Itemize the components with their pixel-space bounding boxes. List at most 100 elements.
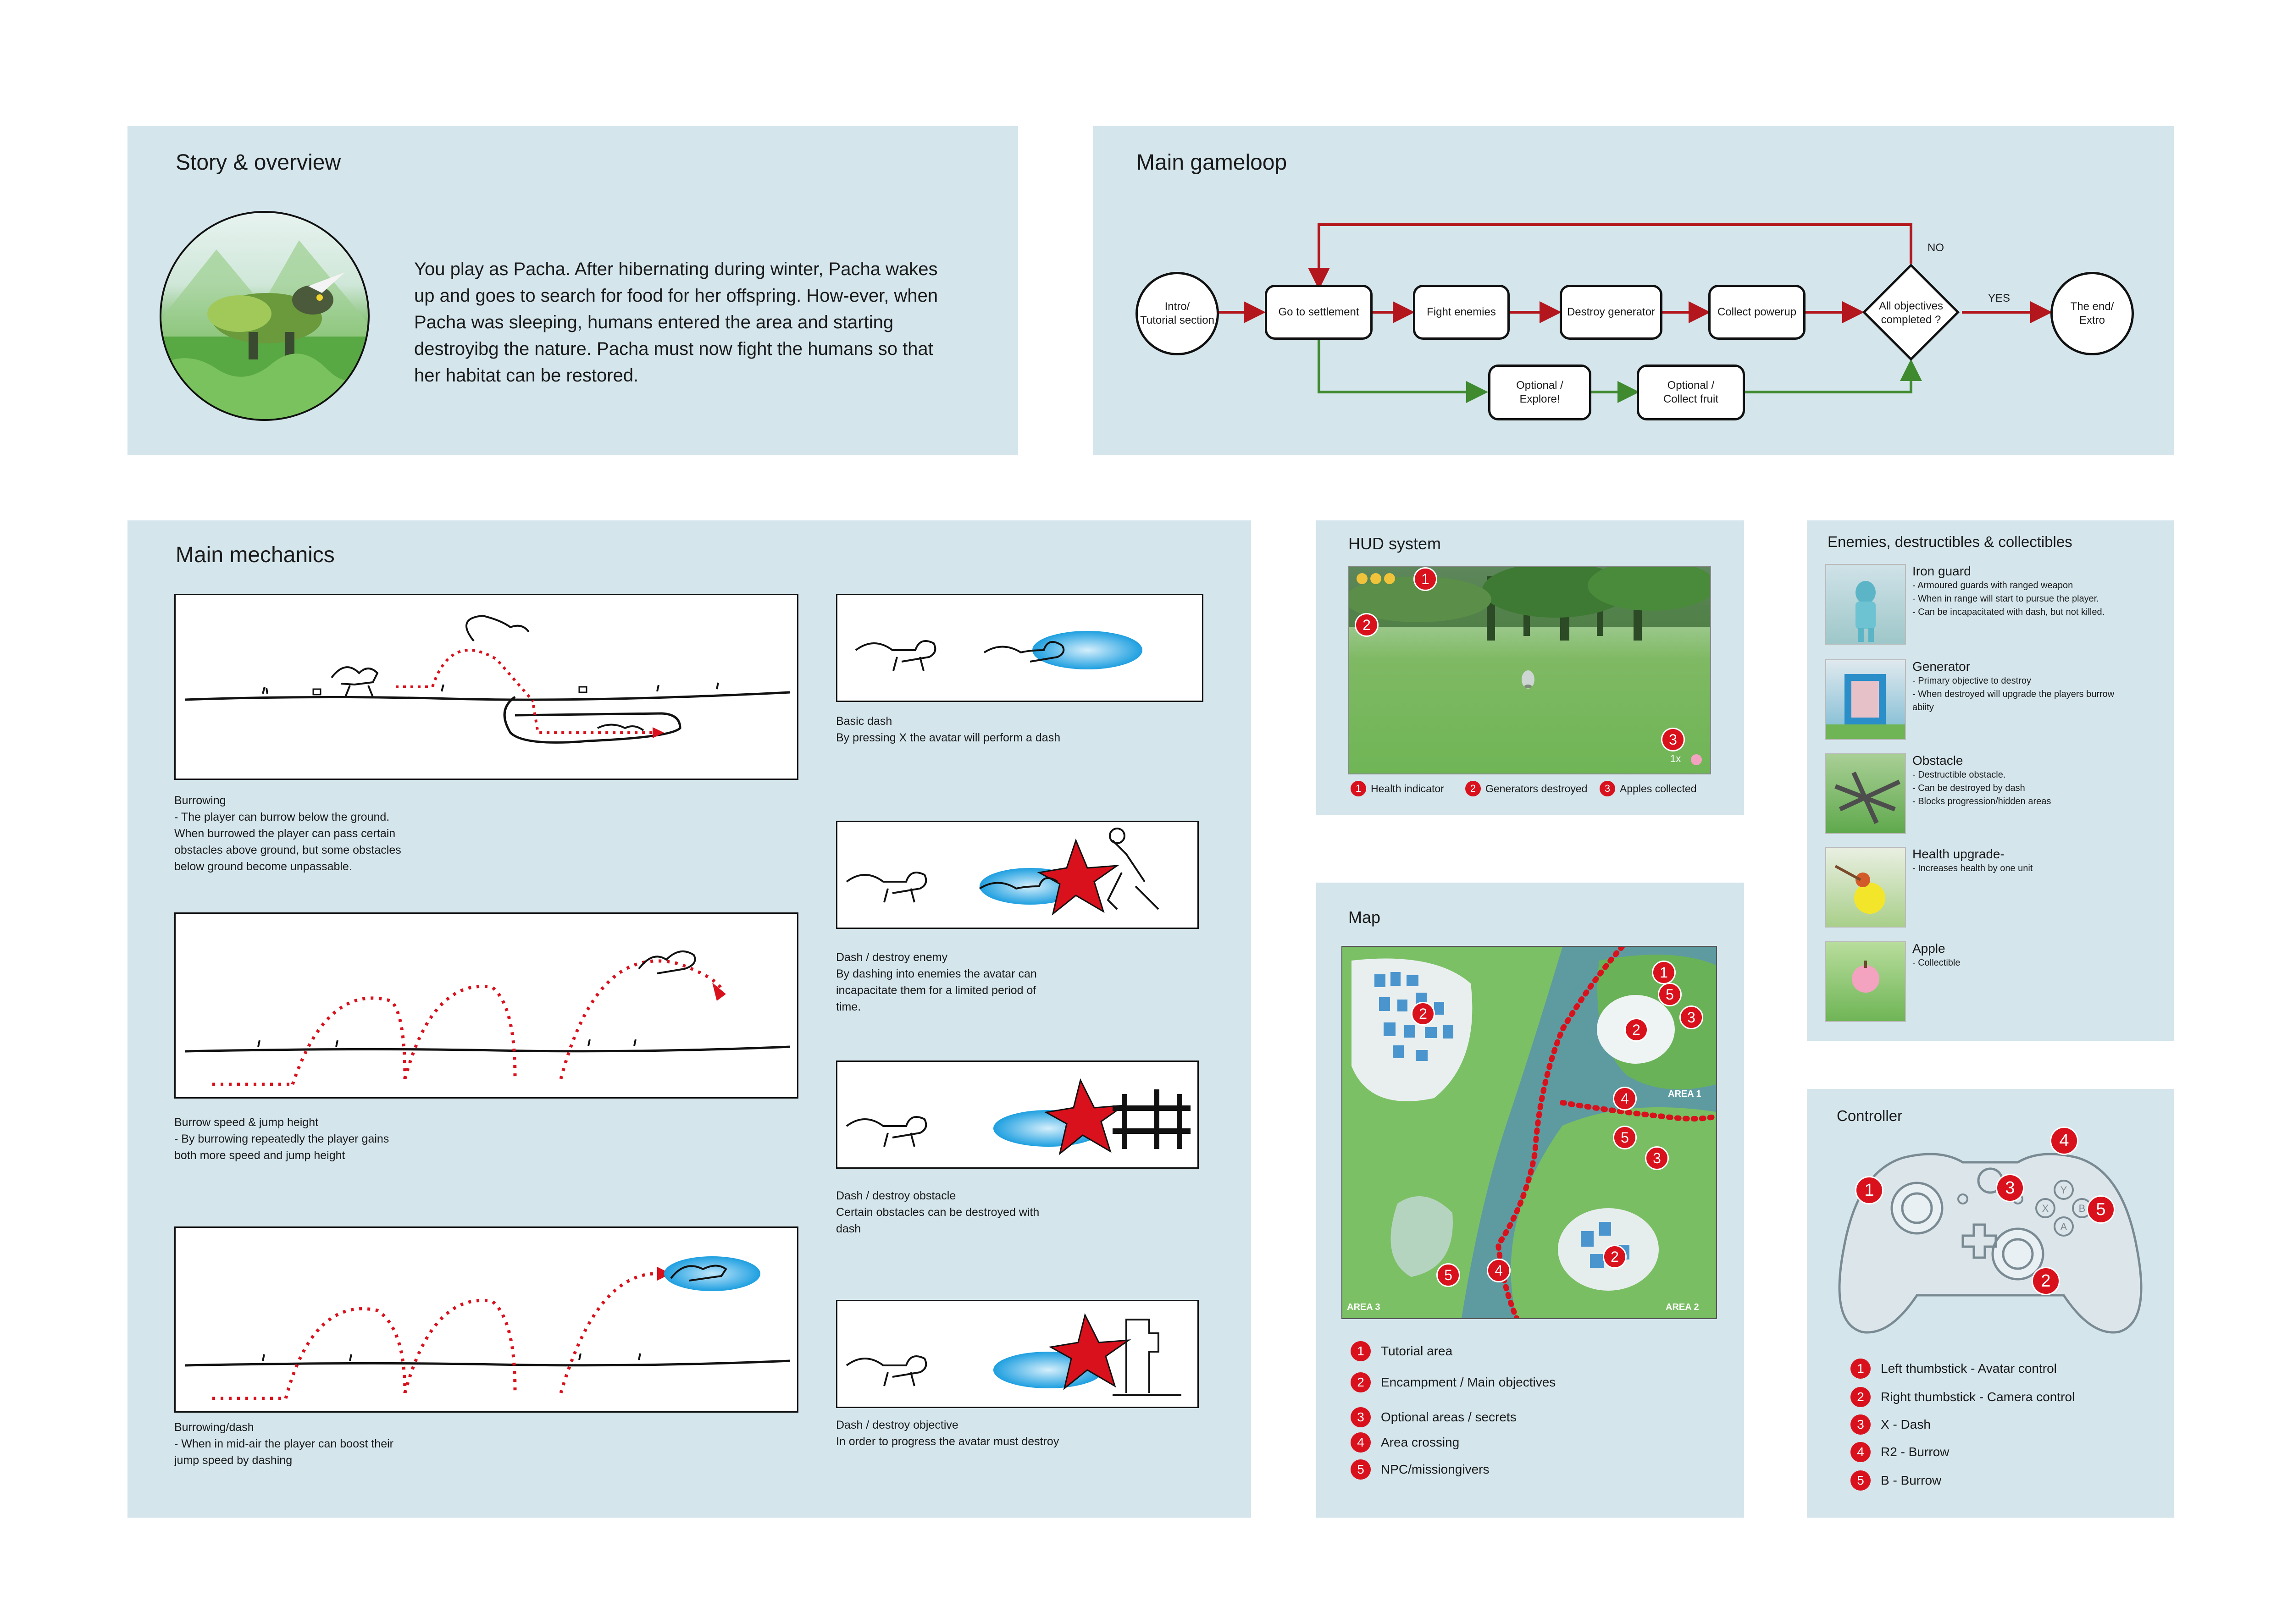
map-badge-2c: 2 (1603, 1245, 1627, 1269)
hud-legend-2: 2 Generators destroyed (1465, 781, 1587, 796)
map-badge-5b: 5 (1613, 1126, 1637, 1149)
burrow-dash-sketch (174, 1226, 798, 1413)
apple-counter: 1x (1670, 753, 1681, 764)
jump-sketch (174, 912, 798, 1099)
map-legend-2: 2 Encampment / Main objectives (1351, 1372, 1556, 1392)
hud-badge-2: 2 (1355, 613, 1379, 637)
map-badge-3b: 3 (1645, 1146, 1669, 1170)
ctrl-legend-1: 1 Left thumbstick - Avatar control (1850, 1359, 2057, 1379)
destroy-enemy-sketch (836, 821, 1199, 929)
powerup-node: Collect powerup (1708, 285, 1806, 340)
map-badge-2a: 2 (1624, 1018, 1648, 1042)
story-text: You play as Pacha. After hibernating dur… (414, 259, 938, 386)
hud-screenshot: 1x 1 2 3 (1348, 566, 1711, 774)
obstacle-desc: - Destructible obstacle. - Can be destro… (1912, 770, 2051, 806)
gameloop-panel: Main gameloop Intro/ Tutorial section Go… (1093, 126, 2174, 455)
ctrl-badge-1: 1 (1855, 1176, 1883, 1204)
map-badge-4a: 4 (1613, 1087, 1637, 1110)
area-1-label: AREA 1 (1668, 1089, 1701, 1099)
map-panel: Map AREA 1 AREA 2 AREA 3 1 5 3 2 2 (1316, 883, 1744, 1518)
no-label: NO (1927, 242, 1944, 254)
obstacle-thumb (1825, 753, 1906, 834)
health-upgrade-name: Health upgrade- (1912, 847, 2005, 861)
generator-thumb (1825, 659, 1906, 740)
area-2-label: AREA 2 (1666, 1302, 1699, 1312)
map-legend-1: 1 Tutorial area (1351, 1341, 1452, 1361)
map-badge-4b: 4 (1487, 1259, 1511, 1282)
apple-name: Apple (1912, 941, 1945, 956)
health-upgrade-desc: - Increases health by one unit (1912, 863, 2033, 873)
generator-desc: - Primary objective to destroy - When de… (1912, 676, 2115, 713)
gameloop-arrows (1218, 223, 2052, 403)
map-badge-5c: 5 (1436, 1263, 1460, 1287)
obstacle-name: Obstacle (1912, 753, 1963, 768)
iron-guard-desc: - Armoured guards with ranged weapon - W… (1912, 580, 2105, 617)
map-badge-1: 1 (1652, 961, 1676, 984)
hud-badge-3: 3 (1661, 728, 1685, 751)
x-button-label[interactable]: X (2042, 1203, 2049, 1214)
jump-caption: Burrow speed & jump height - By burrowin… (174, 1116, 389, 1162)
basic-dash-caption: Basic dash By pressing X the avatar will… (836, 715, 1061, 744)
basic-dash-sketch (836, 594, 1203, 702)
destroy-obstacle-caption: Dash / destroy obstacle Certain obstacle… (836, 1189, 1040, 1235)
intro-node: Intro/ Tutorial section (1135, 272, 1219, 355)
generator-node: Destroy generator (1560, 285, 1662, 340)
ctrl-badge-5: 5 (2087, 1195, 2115, 1224)
gamepad-illustration: Y X B A (1838, 1153, 2143, 1334)
ctrl-badge-3: 3 (1996, 1174, 2024, 1202)
settlement-node: Go to settlement (1265, 285, 1373, 340)
apple-thumb (1825, 941, 1906, 1022)
enemies-panel: Enemies, destructibles & collectibles Ir… (1807, 520, 2174, 1041)
mechanics-title: Main mechanics (176, 543, 335, 567)
destroy-objective-caption: Dash / destroy objective In order to pro… (836, 1419, 1059, 1448)
controller-panel: Controller Y X B A 1 2 3 4 5 1 Left thumb… (1807, 1089, 2174, 1518)
fruit-node: Optional / Collect fruit (1637, 365, 1745, 420)
objectives-decision: All objectives completed ? (1862, 263, 1960, 361)
map-image: AREA 1 AREA 2 AREA 3 1 5 3 2 2 4 5 3 2 4… (1341, 946, 1717, 1319)
map-legend-3: 3 Optional areas / secrets (1351, 1407, 1517, 1427)
burrowing-caption: Burrowing - The player can burrow below … (174, 794, 401, 873)
controller-title: Controller (1837, 1107, 1903, 1124)
ctrl-legend-2: 2 Right thumbstick - Camera control (1850, 1387, 2075, 1407)
map-badge-3a: 3 (1679, 1005, 1703, 1029)
hud-legend-1: 1 Health indicator (1351, 781, 1444, 796)
iron-guard-name: Iron guard (1912, 564, 1971, 578)
explore-node: Optional / Explore! (1488, 365, 1591, 420)
ctrl-badge-4: 4 (2050, 1127, 2078, 1155)
hud-title: HUD system (1348, 534, 1441, 553)
b-button-label[interactable]: B (2079, 1203, 2086, 1214)
map-legend-4: 4 Area crossing (1351, 1432, 1459, 1453)
ctrl-badge-2: 2 (2032, 1267, 2060, 1295)
hud-legend-3: 3 Apples collected (1600, 781, 1697, 796)
map-badge-5a: 5 (1658, 983, 1682, 1006)
a-button-label[interactable]: A (2060, 1221, 2067, 1232)
y-button-label[interactable]: Y (2060, 1184, 2067, 1196)
map-title: Map (1348, 908, 1381, 927)
fight-node: Fight enemies (1413, 285, 1510, 340)
enemies-title: Enemies, destructibles & collectibles (1828, 533, 2072, 550)
map-legend-5: 5 NPC/missiongivers (1351, 1459, 1490, 1480)
yes-label: YES (1988, 292, 2011, 304)
mechanics-panel: Main mechanics Burrowing - The player ca… (127, 520, 1251, 1518)
health-upgrade-thumb (1825, 847, 1906, 928)
end-node: The end/ Extro (2050, 272, 2134, 355)
gameloop-title: Main gameloop (1136, 150, 1287, 175)
apple-desc: - Collectible (1912, 958, 1961, 968)
area-3-label: AREA 3 (1347, 1302, 1380, 1312)
map-badge-2b: 2 (1411, 1002, 1435, 1026)
burrow-dash-caption: Burrowing/dash - When in mid-air the pla… (174, 1421, 393, 1467)
destroy-obstacle-sketch (836, 1061, 1199, 1169)
story-title: Story & overview (176, 150, 341, 175)
iron-guard-thumb (1825, 564, 1906, 645)
ctrl-legend-4: 4 R2 - Burrow (1850, 1442, 1949, 1462)
objectives-label: All objectives completed ? (1878, 300, 1944, 326)
destroy-objective-sketch (836, 1300, 1199, 1408)
story-panel: Story & overview You play as Pacha. Afte… (127, 126, 1018, 455)
pacha-portrait (160, 211, 370, 421)
hud-badge-1: 1 (1413, 567, 1437, 591)
burrowing-sketch (174, 594, 798, 780)
generator-name: Generator (1912, 659, 1971, 674)
